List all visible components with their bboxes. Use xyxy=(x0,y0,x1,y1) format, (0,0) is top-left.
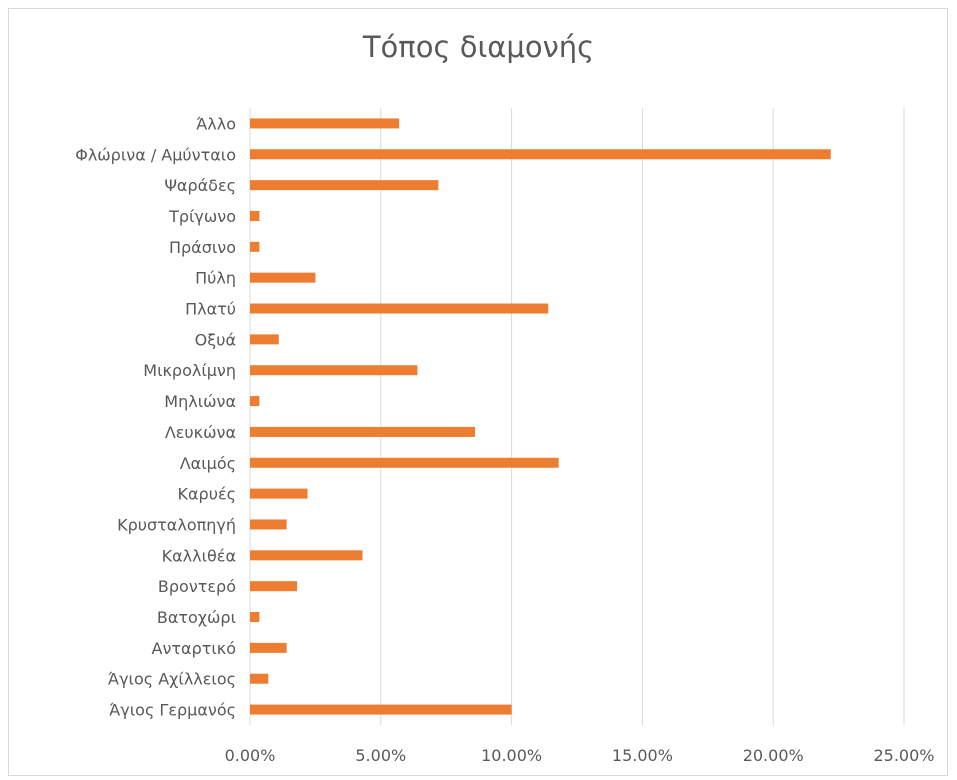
bar xyxy=(250,365,418,376)
x-tick-label: 5.00% xyxy=(355,746,406,765)
x-tick-label: 20.00% xyxy=(743,746,804,765)
bar xyxy=(250,334,279,345)
category-label: Άλλο xyxy=(196,114,236,133)
bar xyxy=(250,272,316,283)
category-label: Πράσινο xyxy=(169,238,236,257)
bar xyxy=(250,457,559,468)
category-label: Κρυσταλοπηγή xyxy=(117,515,236,534)
bar xyxy=(250,241,260,252)
x-tick-label: 0.00% xyxy=(225,746,276,765)
bar xyxy=(250,581,298,592)
category-label: Λαιμός xyxy=(180,454,236,473)
x-tick-label: 25.00% xyxy=(873,746,934,765)
category-label: Άγιος Γερμανός xyxy=(109,701,236,720)
bar xyxy=(250,704,512,715)
category-label: Βατοχώρι xyxy=(157,608,236,627)
category-label: Πλατύ xyxy=(185,300,236,319)
bar xyxy=(250,210,260,221)
x-tick-label: 10.00% xyxy=(481,746,542,765)
bars xyxy=(250,118,831,715)
bar xyxy=(250,118,400,129)
category-labels: Άλλο Φλώρινα / Αμύνταιο Ψαράδες Τρίγωνο Πράσ… xyxy=(75,114,236,719)
bar xyxy=(250,180,439,191)
bar xyxy=(250,303,549,314)
category-label: Καλλιθέα xyxy=(162,546,236,565)
category-label: Μικρολίμνη xyxy=(143,361,236,380)
bar xyxy=(250,488,308,499)
category-label: Φλώρινα / Αμύνταιο xyxy=(75,145,236,164)
category-label: Ψαράδες xyxy=(164,176,236,195)
x-tick-labels: 0.00% 5.00% 10.00% 15.00% 20.00% 25.00% xyxy=(225,746,935,765)
bar xyxy=(250,396,260,407)
x-tick-label: 15.00% xyxy=(612,746,673,765)
bar xyxy=(250,673,269,684)
category-label: Καρυές xyxy=(178,485,237,504)
category-label: Ανταρτικό xyxy=(152,639,236,658)
category-label: Λευκώνα xyxy=(165,423,236,442)
bar xyxy=(250,642,287,653)
bar xyxy=(250,612,260,623)
gridlines xyxy=(249,108,905,725)
chart-title: Τόπος διαμονής xyxy=(362,30,595,64)
category-label: Άγιος Αχίλλειος xyxy=(108,670,236,689)
bar xyxy=(250,149,831,160)
bar xyxy=(250,550,363,561)
category-label: Πύλη xyxy=(195,269,236,288)
category-label: Μηλιώνα xyxy=(164,392,236,411)
bar xyxy=(250,426,475,437)
category-label: Τρίγωνο xyxy=(168,207,236,226)
category-label: Βροντερό xyxy=(158,577,236,596)
bar xyxy=(250,519,287,530)
category-label: Οξυά xyxy=(195,330,236,349)
chart-frame xyxy=(8,8,948,776)
